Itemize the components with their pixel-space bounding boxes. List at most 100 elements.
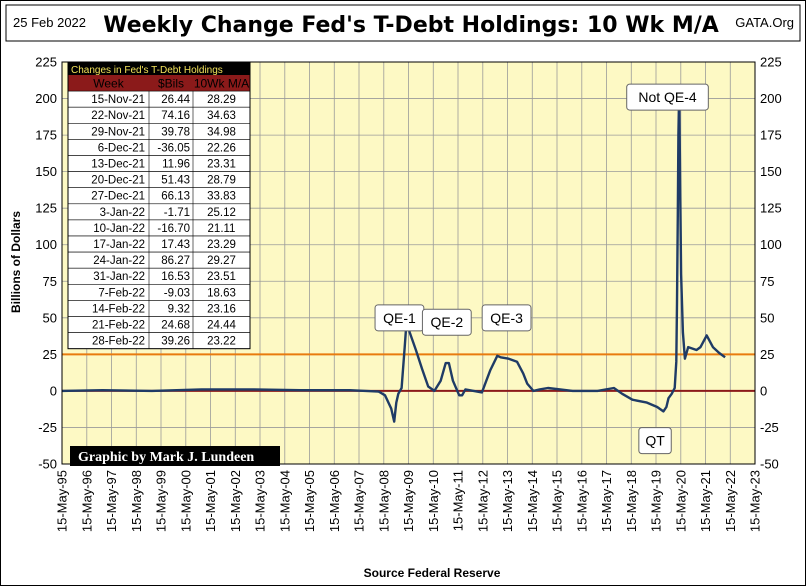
x-tick-label: 15-May-10 [426,470,441,532]
source-org-label: GATA.Org [735,15,794,30]
table-cell: 16.53 [161,271,190,283]
table-header-cell: Week [93,77,124,91]
y-tick-label-right: 175 [760,128,782,143]
credit-text: Graphic by Mark J. Lundeen [78,450,254,465]
table-cell: 21-Feb-22 [92,320,145,332]
x-axis-label: Source Federal Reserve [364,566,501,580]
table-cell: 23.31 [207,159,236,171]
table-cell: 10-Jan-22 [93,223,145,235]
y-tick-label-right: 200 [760,91,782,106]
x-tick-label: 15-May-14 [525,470,540,532]
table-cell: 29.27 [207,255,236,267]
x-tick-label: 15-May-96 [79,470,94,532]
annotation-box [626,83,709,111]
table-cell: 51.43 [161,175,190,187]
y-tick-label-right: 125 [760,201,782,216]
y-tick-label-left: 200 [35,91,57,106]
chart-title: Weekly Change Fed's T-Debt Holdings: 10 … [103,13,719,38]
y-tick-label-left: 50 [43,310,57,325]
annotation-label: QE-2 [430,314,463,330]
x-tick-label: 15-May-09 [401,470,416,532]
table-cell: 29-Nov-21 [91,126,145,138]
x-tick-label: 15-May-15 [550,470,565,532]
annotation-box [638,427,672,455]
x-tick-label: 15-May-11 [451,470,466,531]
table-cell: 23.29 [207,239,236,251]
table-cell: 34.98 [207,126,236,138]
table-cell: -16.70 [157,223,190,235]
y-tick-label-right: 0 [760,383,767,398]
table-cell: 9.32 [168,303,190,315]
table-cell: 86.27 [161,255,190,267]
y-tick-label-left: 175 [35,128,57,143]
x-tick-label: 15-May-05 [302,470,317,532]
annotation-box [421,308,472,336]
y-tick-label-right: 75 [760,274,774,289]
y-tick-label-right: 50 [760,310,774,325]
table-cell: 31-Jan-22 [93,271,145,283]
y-axis-label: Billions of Dollars [9,211,23,313]
table-cell: 22-Nov-21 [91,110,145,122]
table-cell: 3-Jan-22 [100,207,145,219]
table-cell: 17-Jan-22 [93,239,145,251]
x-tick-label: 15-May-12 [475,470,490,532]
table-cell: 33.83 [207,191,236,203]
table-cell: 24.44 [207,320,236,332]
y-tick-label-left: 225 [35,55,57,70]
y-tick-label-right: 225 [760,55,782,70]
table-cell: 13-Dec-21 [91,159,145,171]
y-tick-label-right: 25 [760,347,774,362]
x-tick-label: 15-May-04 [277,470,292,532]
table-cell: 7-Feb-22 [98,287,145,299]
x-tick-label: 15-May-21 [698,470,713,532]
table-cell: 18.63 [207,287,236,299]
table-caption: Changes in Fed's T-Debt Holdings [71,65,223,76]
y-tick-label-left: 100 [35,237,57,252]
x-tick-label: 15-May-97 [104,470,119,532]
table-cell: 23.51 [207,271,236,283]
x-tick-label: 15-May-00 [178,470,193,532]
y-tick-label-left: 125 [35,201,57,216]
annotation-label: QT [645,433,665,449]
x-tick-label: 15-May-13 [500,470,515,532]
y-tick-label-left: 0 [50,383,57,398]
table-cell: -1.71 [164,207,190,219]
table-caption-bg [68,63,250,75]
table-cell: 21.11 [208,223,236,235]
annotation-label: QE-3 [490,310,523,326]
x-tick-label: 15-May-03 [253,470,268,532]
table-cell: 74.16 [161,110,190,122]
table-cell: 39.26 [161,336,190,348]
x-tick-label: 15-May-01 [203,470,218,532]
plot-frame [61,61,756,465]
table-header-cell: $Bils [158,77,184,91]
y-tick-label-left: 25 [43,347,57,362]
y-tick-label-right: -50 [760,457,779,472]
credit-badge: Graphic by Mark J. Lundeen [70,446,280,466]
x-tick-label: 15-May-06 [327,470,342,532]
x-tick-label: 15-May-02 [228,470,243,532]
annotation-box [481,304,532,332]
x-tick-label: 15-May-17 [599,470,614,532]
x-tick-label: 15-May-98 [129,470,144,532]
x-tick-label: 15-May-18 [624,470,639,532]
y-tick-label-right: 150 [760,164,782,179]
table-cell: 23.22 [207,336,236,348]
table-header-bg [68,75,250,92]
y-axis-right: 225 200 175 150 125 100 75 50 25 0 -25 -50 [760,55,782,472]
y-tick-label-right: -25 [760,420,779,435]
table-cell: 11.96 [162,159,190,171]
table-border [67,62,251,350]
table-cell: 24-Jan-22 [93,255,145,267]
y-axis-left: 225 200 175 150 125 100 75 50 25 0 -25 -50 [35,55,57,472]
table-cell: 25.12 [207,207,236,219]
y-tick-label-left: 75 [43,274,57,289]
x-tick-label: 15-May-22 [723,470,738,532]
x-tick-label: 15-May-99 [154,470,169,532]
y-tick-label-right: 100 [760,237,782,252]
y-tick-label-left: -50 [38,457,57,472]
table-cell: -9.03 [164,287,190,299]
